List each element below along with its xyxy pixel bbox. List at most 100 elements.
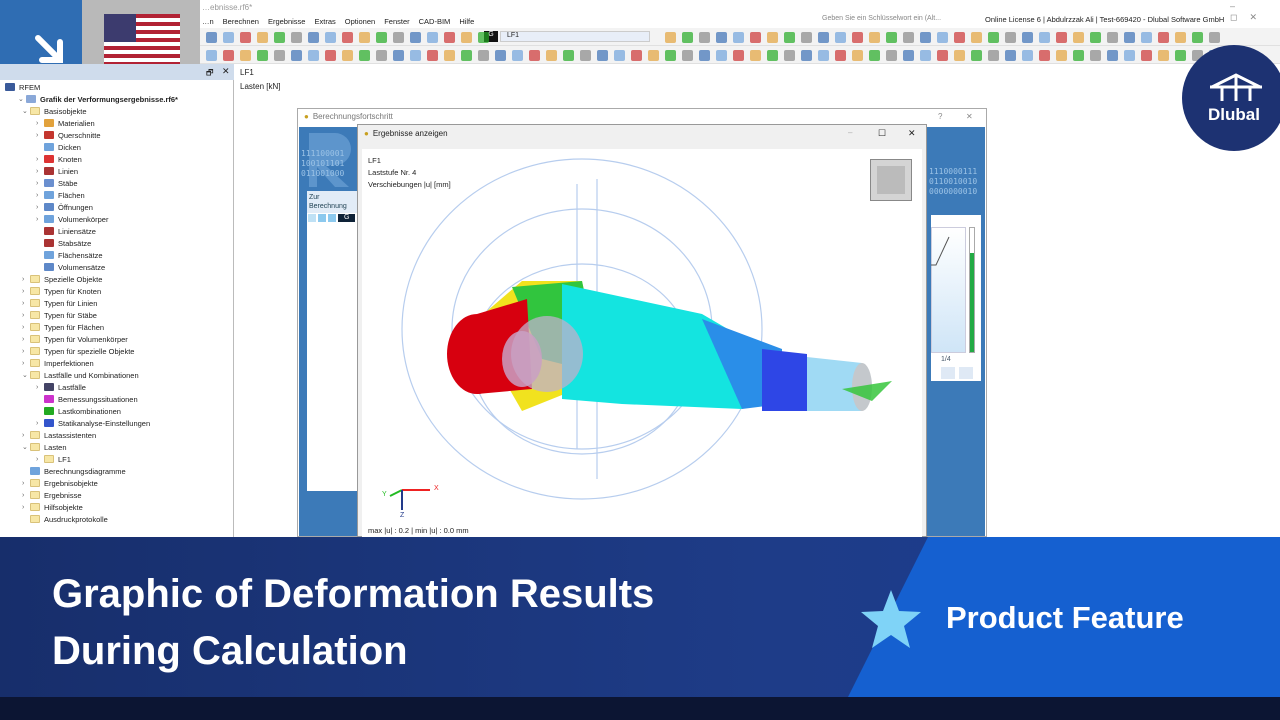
toolbar-button[interactable]	[359, 32, 370, 43]
chevron-right-icon[interactable]: ›	[22, 491, 25, 499]
toolbar-button[interactable]	[699, 32, 710, 43]
chevron-right-icon[interactable]: ›	[22, 275, 25, 283]
tree-item[interactable]: Stabsätze	[36, 237, 91, 249]
tree-item[interactable]: › Lastfälle	[36, 381, 86, 393]
toolbar-button[interactable]	[342, 50, 353, 61]
toolbar-button[interactable]	[801, 50, 812, 61]
toolbar-button[interactable]	[750, 50, 761, 61]
toolbar-button[interactable]	[1209, 32, 1220, 43]
toolbar-button[interactable]	[1175, 32, 1186, 43]
tree-item[interactable]: › Typen für Flächen	[22, 321, 104, 333]
toolbar-button[interactable]	[444, 50, 455, 61]
tree-item[interactable]: › Knoten	[36, 153, 82, 165]
toolbar-button[interactable]	[801, 32, 812, 43]
chevron-right-icon[interactable]: ›	[22, 287, 25, 295]
toolbar-button[interactable]	[1073, 50, 1084, 61]
toolbar-button[interactable]	[1107, 50, 1118, 61]
toolbar-button[interactable]	[869, 50, 880, 61]
toolbar-button[interactable]	[427, 32, 438, 43]
menu-item[interactable]: Ergebnisse	[267, 16, 306, 26]
tree-item[interactable]: › Typen für Linien	[22, 297, 97, 309]
toolbar-button[interactable]	[376, 50, 387, 61]
toolbar-button[interactable]	[1192, 32, 1203, 43]
toolbar-button[interactable]	[1056, 32, 1067, 43]
toolbar-button[interactable]	[359, 50, 370, 61]
chevron-right-icon[interactable]: ›	[22, 503, 25, 511]
toolbar-button[interactable]	[716, 32, 727, 43]
toolbar-button[interactable]	[410, 32, 421, 43]
toolbar-button[interactable]	[1107, 32, 1118, 43]
tree-item[interactable]: ⌄ Basisobjekte	[22, 105, 87, 117]
tree-item[interactable]: › Volumenkörper	[36, 213, 108, 225]
chevron-right-icon[interactable]: ›	[22, 323, 25, 331]
toolbar-button[interactable]	[750, 32, 761, 43]
toolbar-button[interactable]	[325, 50, 336, 61]
toolbar-button[interactable]	[478, 50, 489, 61]
toolbar-button[interactable]	[274, 50, 285, 61]
chevron-down-icon[interactable]: ⌄	[22, 444, 28, 451]
toolbar-button[interactable]	[1124, 50, 1135, 61]
tree-item[interactable]: ⌄ Grafik der Verformungsergebnisse.rf6*	[18, 93, 178, 105]
tree-item[interactable]: › Materialien	[36, 117, 95, 129]
tree-item[interactable]: › Spezielle Objekte	[22, 273, 102, 285]
loadcase-select[interactable]: LF1	[500, 31, 650, 42]
tree-item[interactable]: Berechnungsdiagramme	[22, 465, 126, 477]
toolbar-button[interactable]	[699, 50, 710, 61]
close-button[interactable]: ✕	[966, 112, 973, 121]
toolbar-button[interactable]	[274, 32, 285, 43]
toolbar-button[interactable]	[461, 50, 472, 61]
tree-item[interactable]: ⌄ Lasten	[22, 441, 67, 453]
chevron-right-icon[interactable]: ›	[36, 419, 39, 427]
chevron-right-icon[interactable]: ›	[22, 347, 25, 355]
toolbar-button[interactable]	[920, 50, 931, 61]
toolbar-button[interactable]	[665, 50, 676, 61]
tree-item[interactable]: › Hilfsobjekte	[22, 501, 83, 513]
tree-item[interactable]: Dicken	[36, 141, 81, 153]
toolbar-button[interactable]	[444, 32, 455, 43]
chevron-down-icon[interactable]: ⌄	[22, 372, 28, 379]
toolbar-button[interactable]	[835, 50, 846, 61]
toolbar-button[interactable]	[988, 32, 999, 43]
toolbar-button[interactable]	[1175, 50, 1186, 61]
toolbar-button[interactable]	[852, 50, 863, 61]
chevron-right-icon[interactable]: ›	[36, 155, 39, 163]
toolbar-button[interactable]	[631, 50, 642, 61]
toolbar-button[interactable]	[920, 32, 931, 43]
chevron-right-icon[interactable]: ›	[36, 203, 39, 211]
toolbar-button[interactable]	[784, 32, 795, 43]
tree-item[interactable]: › Querschnitte	[36, 129, 101, 141]
toolbar-button[interactable]	[240, 50, 251, 61]
menu-item[interactable]: Extras	[314, 16, 336, 26]
toolbar-button[interactable]	[393, 32, 404, 43]
toolbar-button[interactable]	[818, 32, 829, 43]
tree-item[interactable]: Flächensätze	[36, 249, 103, 261]
toolbar-button[interactable]	[971, 32, 982, 43]
tree-item[interactable]: Lastkombinationen	[36, 405, 121, 417]
toolbar-button[interactable]	[223, 50, 234, 61]
toolbar-button[interactable]	[257, 32, 268, 43]
toolbar-button[interactable]	[291, 50, 302, 61]
chevron-right-icon[interactable]: ›	[22, 299, 25, 307]
toolbar-button[interactable]	[393, 50, 404, 61]
menu-item[interactable]: …n	[202, 16, 214, 26]
toolbar-button[interactable]	[223, 32, 234, 43]
toolbar-button[interactable]	[478, 32, 489, 43]
close-button[interactable]: ✕	[908, 128, 916, 138]
toolbar-button[interactable]	[597, 50, 608, 61]
toolbar-button[interactable]	[733, 50, 744, 61]
toolbar-button[interactable]	[461, 32, 472, 43]
tree-item[interactable]: › Ergebnisobjekte	[22, 477, 98, 489]
window-controls[interactable]: –◻✕	[1230, 1, 1270, 22]
tree-item[interactable]: Bemessungssituationen	[36, 393, 138, 405]
chevron-right-icon[interactable]: ›	[22, 311, 25, 319]
toolbar-button[interactable]	[206, 50, 217, 61]
toolbar-button[interactable]	[1022, 50, 1033, 61]
toolbar-button[interactable]	[835, 32, 846, 43]
toolbar-button[interactable]	[427, 50, 438, 61]
zoom-icon[interactable]	[941, 367, 955, 379]
results-viewport[interactable]: LF1 Laststufe Nr. 4 Verschiebungen |u| […	[362, 149, 922, 538]
toolbar-button[interactable]	[257, 50, 268, 61]
toolbar-button[interactable]	[1158, 50, 1169, 61]
tree-item[interactable]: › Lastassistenten	[22, 429, 96, 441]
toolbar-button[interactable]	[614, 50, 625, 61]
